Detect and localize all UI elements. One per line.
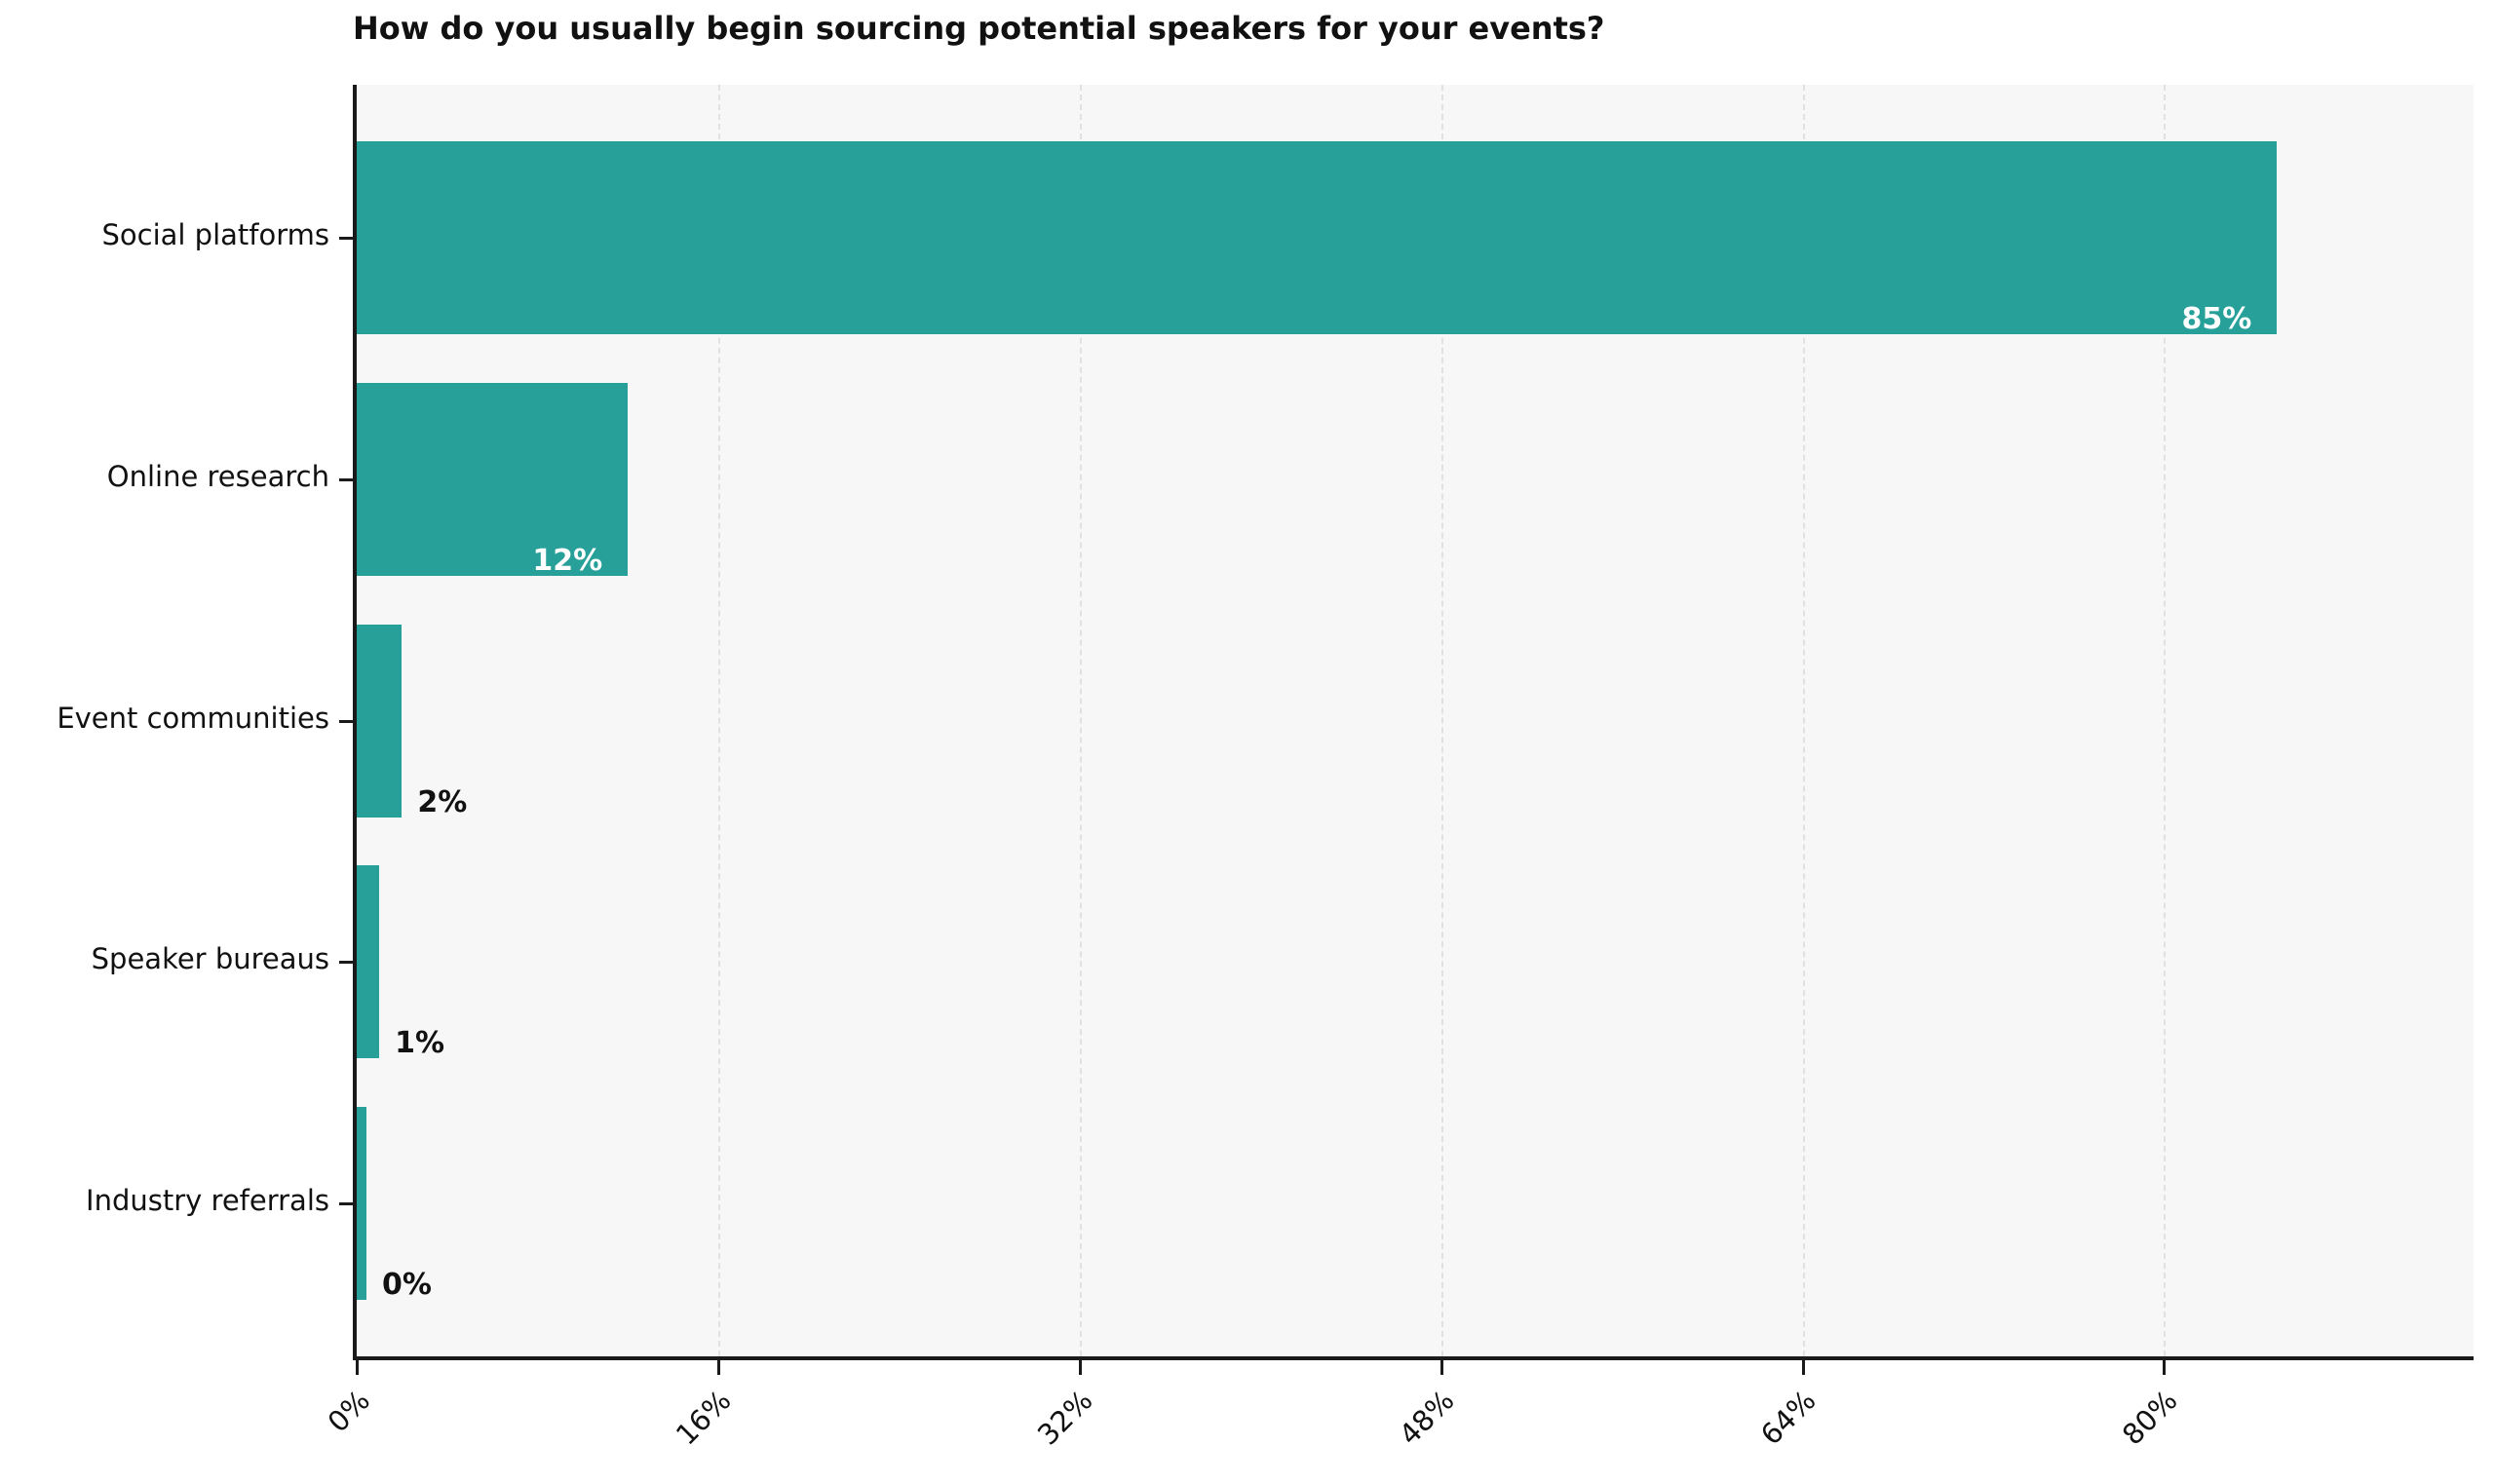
y-tick-mark (339, 1202, 353, 1206)
gridline-80% (2164, 85, 2167, 1356)
gridline-16% (717, 85, 720, 1356)
x-tick-label-48%: 48% (1393, 1384, 1461, 1452)
y-tick-mark (339, 719, 353, 723)
x-tick-mark-48% (1439, 1360, 1443, 1375)
bar-social-platforms (357, 140, 2278, 334)
value-label-85%: 85% (2181, 301, 2252, 336)
y-tick-mark (339, 477, 353, 481)
category-label-industry-referrals: Industry referrals (86, 1184, 329, 1218)
x-tick-label-64%: 64% (1753, 1384, 1823, 1452)
gridline-48% (1440, 85, 1443, 1356)
value-label-0%: 0% (382, 1268, 432, 1303)
category-label-social-platforms: Social platforms (101, 217, 329, 251)
x-tick-mark-64% (1801, 1360, 1805, 1375)
x-tick-label-0%: 0% (321, 1384, 377, 1439)
category-label-online-research: Online research (106, 459, 329, 493)
category-label-event-communities: Event communities (57, 701, 329, 735)
bar-speaker-bureaus (357, 865, 380, 1059)
bar-industry-referrals (357, 1107, 366, 1301)
value-label-12%: 12% (532, 543, 603, 578)
x-tick-mark-16% (716, 1360, 720, 1375)
bar-online-research (357, 382, 629, 576)
value-label-2%: 2% (417, 784, 468, 819)
y-tick-mark (339, 236, 353, 240)
x-tick-mark-0% (356, 1360, 359, 1375)
chart-title: How do you usually begin sourcing potent… (353, 10, 1605, 47)
bar-event-communities (357, 624, 403, 818)
x-tick-mark-32% (1078, 1360, 1082, 1375)
x-tick-label-16%: 16% (670, 1384, 738, 1452)
plot-area: 85% 12% 2% 1% 0% (353, 85, 2474, 1360)
y-tick-mark (339, 961, 353, 965)
gridline-64% (1802, 85, 1805, 1356)
category-label-speaker-bureaus: Speaker bureaus (91, 942, 329, 976)
gridline-32% (1079, 85, 1082, 1356)
x-tick-mark-80% (2163, 1360, 2167, 1375)
value-label-1%: 1% (395, 1026, 445, 1061)
x-tick-label-32%: 32% (1031, 1384, 1099, 1452)
x-tick-label-80%: 80% (2115, 1384, 2184, 1452)
